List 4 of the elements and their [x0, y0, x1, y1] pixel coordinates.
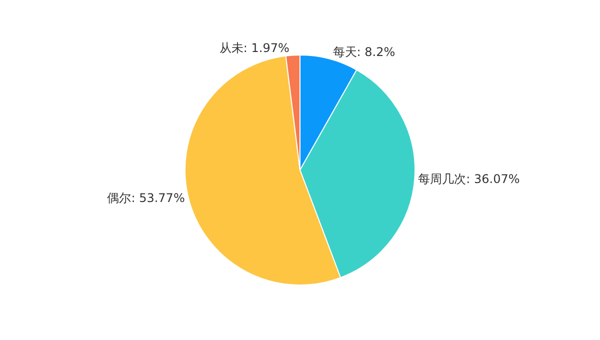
slice-label: 每周几次: 36.07%	[418, 172, 520, 186]
slice-label: 从未: 1.97%	[219, 41, 290, 56]
slice-label: 偶尔: 53.77%	[107, 190, 185, 205]
slice-label: 每天: 8.2%	[332, 45, 396, 60]
